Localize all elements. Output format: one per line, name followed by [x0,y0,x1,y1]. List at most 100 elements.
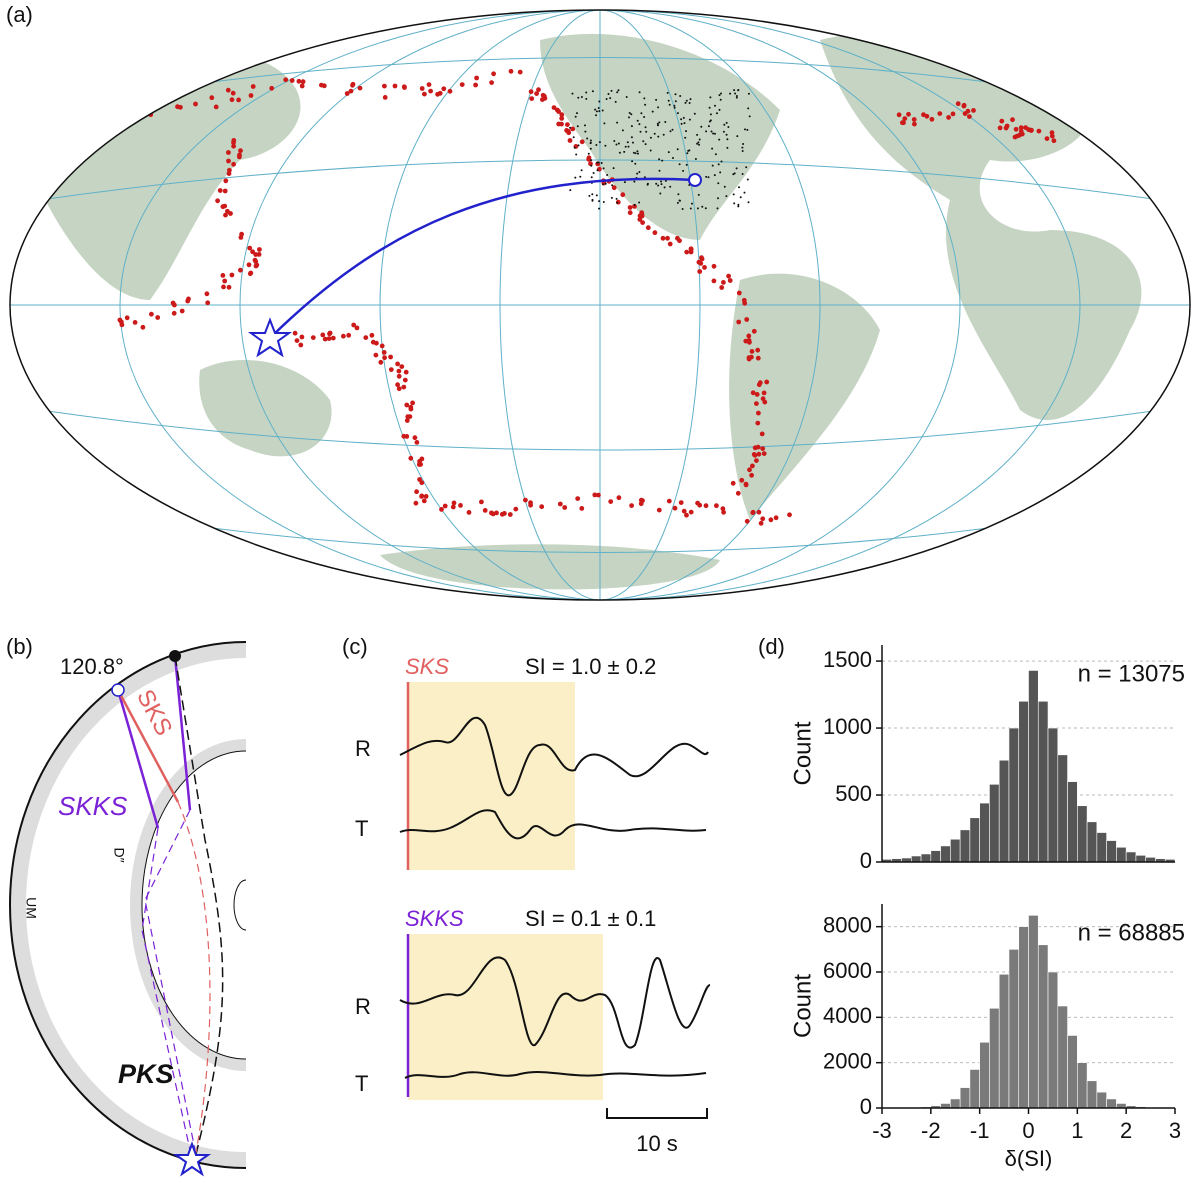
phase-label: SKS [405,654,449,679]
station-dot [636,150,639,153]
quake [320,332,326,338]
station-dot [683,122,686,125]
station-dot [674,93,677,96]
station-dot [645,130,648,133]
station-dot [580,96,583,98]
station-dot [628,112,631,114]
quake [736,290,742,296]
station-dot [709,113,712,116]
station-dot [725,121,728,124]
station-dot [694,158,697,160]
x-tick-label: 0 [1022,1118,1034,1143]
station-dot [735,167,738,170]
quake [901,120,906,126]
x-tick-label: 2 [1120,1118,1132,1143]
quake [482,508,488,513]
quake [204,291,210,297]
station-dot [585,91,588,94]
quake [120,116,126,122]
quake [441,86,447,92]
station-dot [658,169,661,172]
station-dot [717,182,720,185]
bar [989,784,1000,863]
quake [382,355,387,361]
station-dot [681,208,684,210]
station-dot [595,114,597,117]
quake [579,506,585,511]
map [10,10,1190,600]
quake [439,507,444,512]
quake [388,354,393,360]
skks-label: SKKS [58,791,128,821]
station-dot [595,110,598,113]
quake [750,390,756,396]
quake [611,185,617,191]
station-dot [646,182,649,185]
quake [660,235,666,241]
quake [223,212,228,218]
map-frame [9,9,1191,601]
station-dot [669,130,672,133]
quake [565,128,571,134]
quake [396,386,402,392]
station-dot [722,130,725,133]
station-dot [723,185,726,188]
station-dot [574,176,577,179]
quake [69,142,75,148]
quake [220,273,226,278]
quake [739,477,745,483]
quake [751,328,757,334]
annotation: n = 13075 [1078,660,1185,687]
station-dot [621,129,624,132]
quake [473,82,478,88]
quake [72,136,78,142]
quake [103,129,109,135]
quake [761,390,767,396]
quake [714,503,719,509]
station-dot [639,130,642,133]
quake [529,96,535,101]
phase-label: SKKS [405,906,464,931]
bar [1125,851,1137,863]
station-dot [579,175,582,178]
bar [1008,727,1020,863]
quake [402,377,408,383]
station-dot [597,107,600,109]
station-dot [630,136,633,139]
quake [253,263,259,269]
quake [237,152,242,158]
quake [491,71,496,77]
quake [1026,127,1032,132]
quake [382,83,387,89]
station-dot [632,151,635,154]
station-dot [682,116,685,119]
station-dot [709,96,712,99]
si-label: SI = 0.1 ± 0.1 [525,906,656,931]
station-dot [736,135,739,138]
quake [395,382,400,388]
quake [502,511,507,516]
station-dot [717,163,720,166]
quake [404,402,410,408]
scale-label: 10 s [636,1131,678,1156]
station-dot [602,183,604,186]
quake [764,379,770,385]
station-dot [678,163,681,166]
station-dot [589,147,592,150]
station-dot [590,176,593,179]
station-dot [685,130,687,133]
bar [959,829,971,863]
x-tick-label: -3 [872,1118,892,1143]
x-axis-label: δ(SI) [1005,1146,1053,1171]
quake [756,451,762,457]
station-dot [580,169,583,172]
station-dot [691,202,693,205]
station-dot [627,145,630,148]
quake [620,192,626,198]
quake [559,116,565,121]
quake [754,392,760,397]
station-dot [628,116,630,119]
station-circle [111,683,125,697]
station-dot [714,104,716,107]
